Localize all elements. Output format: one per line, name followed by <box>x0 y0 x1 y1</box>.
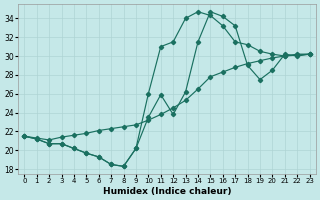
X-axis label: Humidex (Indice chaleur): Humidex (Indice chaleur) <box>103 187 231 196</box>
